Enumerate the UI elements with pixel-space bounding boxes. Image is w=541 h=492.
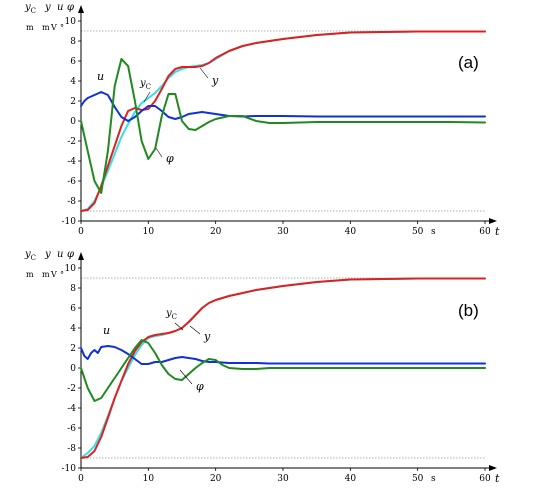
y-unit-label: m xyxy=(26,23,34,32)
y-tick-label: 2 xyxy=(70,97,76,107)
x-tick-label: 0 xyxy=(78,227,84,237)
x-tick-label: 20 xyxy=(210,474,222,484)
annotation-leader xyxy=(189,325,201,335)
annotation-y: y xyxy=(203,330,211,343)
y-tick-label: 2 xyxy=(70,344,76,354)
y-tick-label: 8 xyxy=(70,284,76,294)
annotation-u: u xyxy=(97,70,104,83)
x-tick-label: 30 xyxy=(277,227,289,237)
annotation-yC: yC xyxy=(165,308,177,321)
y-unit-label: m xyxy=(26,270,34,279)
annotation-φ: φ xyxy=(196,380,204,393)
y-tick-label: 0 xyxy=(70,117,76,127)
x-tick-label: 10 xyxy=(143,474,155,484)
y-tick-label: -4 xyxy=(67,404,76,414)
x-tick-label: 50 xyxy=(412,474,424,484)
y-tick-label: -10 xyxy=(62,217,77,227)
y-unit-label: V xyxy=(50,23,57,32)
series-group xyxy=(80,277,486,459)
y-axis-arrow xyxy=(78,252,84,260)
x-tick-label: 0 xyxy=(78,474,84,484)
y-unit-label: ° xyxy=(60,23,64,32)
y-tick-label: 10 xyxy=(65,17,77,27)
annotation-u: u xyxy=(103,324,110,337)
y-tick-label: -6 xyxy=(67,177,76,187)
x-tick-label: 20 xyxy=(210,227,222,237)
annotation-φ: φ xyxy=(166,152,174,165)
y-header-y: y xyxy=(44,2,51,13)
y-tick-label: -6 xyxy=(67,424,76,434)
y-header-u: u xyxy=(57,2,63,13)
annotation-y: y xyxy=(211,74,219,87)
x-axis-arrow xyxy=(489,465,497,471)
x-tick-label: 40 xyxy=(345,227,357,237)
annotation-leader xyxy=(179,369,193,385)
x-axis-unit: s xyxy=(431,227,436,237)
x-tick-label: 50 xyxy=(412,227,424,237)
y-tick-label: 8 xyxy=(70,37,76,47)
x-axis-unit: s xyxy=(431,474,436,484)
y-tick-label: 6 xyxy=(70,304,76,314)
annotation-leader xyxy=(155,147,163,158)
y-unit-label: V xyxy=(50,270,57,279)
x-axis-name: t xyxy=(495,472,500,485)
series-line-y xyxy=(80,30,486,212)
y-unit-label: m xyxy=(42,23,50,32)
y-tick-label: -4 xyxy=(67,157,76,167)
annotation-yC: yC xyxy=(139,78,151,91)
annotation-leader xyxy=(199,67,209,79)
series-line-φ xyxy=(80,58,486,194)
panel-label: (b) xyxy=(458,301,479,320)
x-tick-label: 60 xyxy=(479,474,491,484)
y-tick-label: -8 xyxy=(67,444,76,454)
x-axis-name: t xyxy=(495,225,500,238)
y-header-φ: φ xyxy=(67,249,74,260)
y-axis-arrow xyxy=(78,5,84,13)
series-group xyxy=(80,30,486,212)
series-line-y xyxy=(80,277,486,459)
y-tick-label: -2 xyxy=(67,137,76,147)
y-header-yC: yC xyxy=(24,249,36,262)
annotation-leader xyxy=(143,91,151,103)
series-line-φ xyxy=(80,339,486,402)
x-axis-arrow xyxy=(489,218,497,224)
x-tick-label: 30 xyxy=(277,474,289,484)
x-tick-label: 40 xyxy=(345,474,357,484)
y-tick-label: -2 xyxy=(67,384,76,394)
y-header-y: y xyxy=(44,249,51,260)
x-tick-label: 60 xyxy=(479,227,491,237)
series-line-u xyxy=(80,91,486,122)
y-tick-label: 10 xyxy=(65,264,77,274)
y-tick-label: 4 xyxy=(70,77,76,87)
annotation-leader xyxy=(174,322,184,331)
y-tick-label: -10 xyxy=(62,464,77,474)
y-tick-label: 0 xyxy=(70,364,76,374)
y-header-u: u xyxy=(57,249,63,260)
x-tick-label: 10 xyxy=(143,227,155,237)
y-unit-label: m xyxy=(42,270,50,279)
y-header-φ: φ xyxy=(67,2,74,13)
panel-label: (a) xyxy=(458,53,479,72)
y-tick-label: 4 xyxy=(70,324,76,334)
y-tick-label: 6 xyxy=(70,57,76,67)
y-tick-label: -8 xyxy=(67,197,76,207)
series-line-u xyxy=(80,345,486,365)
y-unit-label: ° xyxy=(60,270,64,279)
y-header-yC: yC xyxy=(24,2,36,15)
